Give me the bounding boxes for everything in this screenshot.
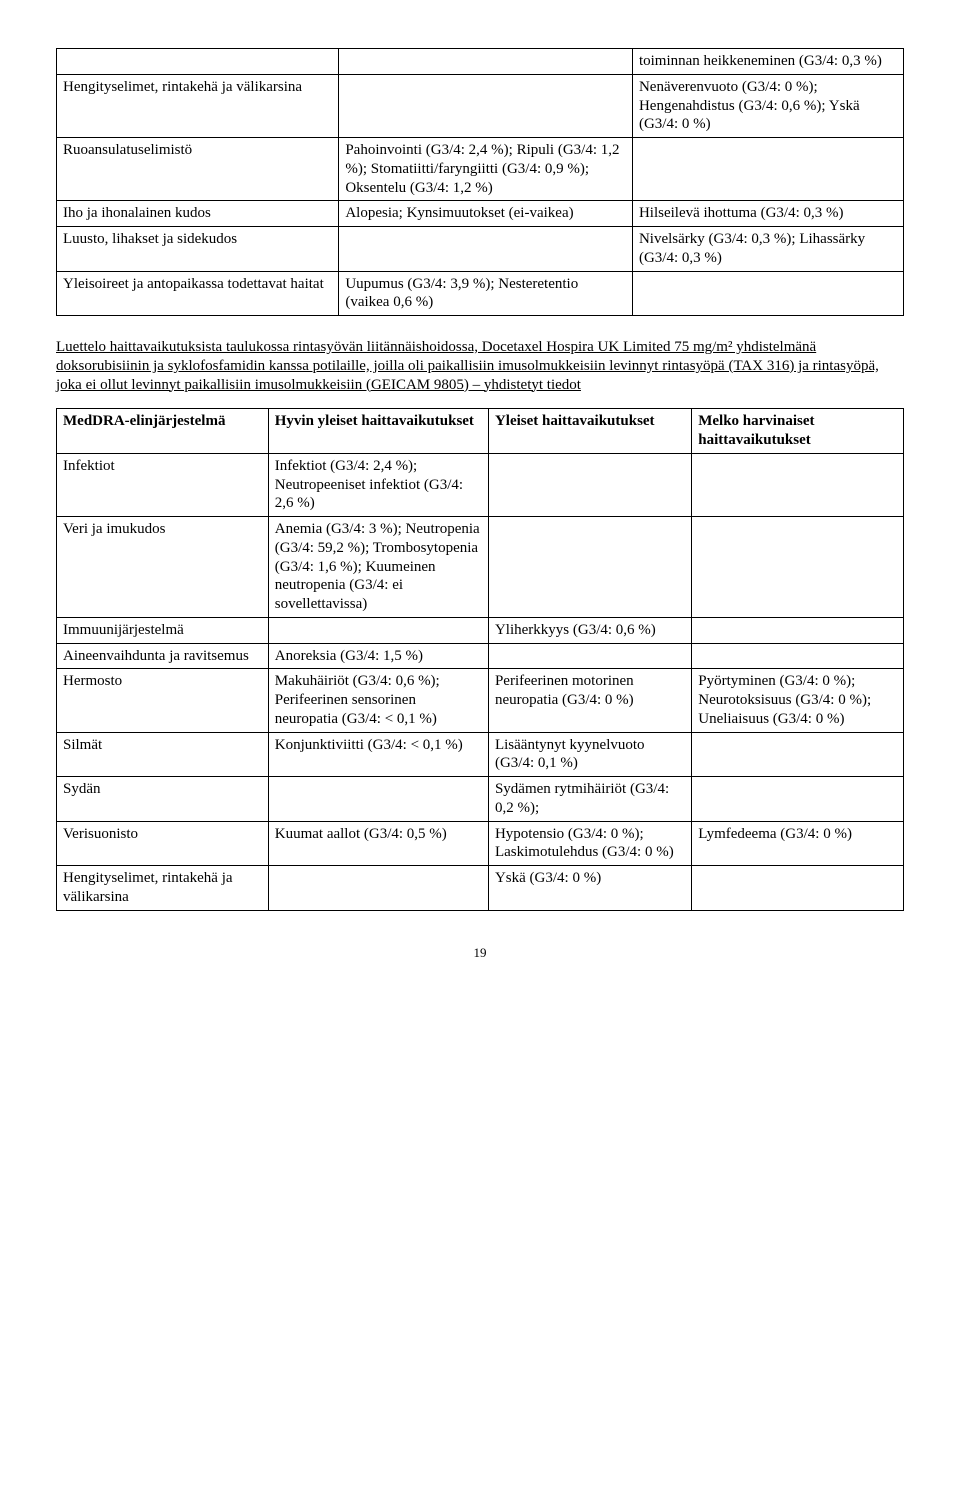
table-cell [488,517,691,618]
table-cell: Hengityselimet, rintakehä ja välikarsina [57,74,339,137]
table-cell: Yliherkkyys (G3/4: 0,6 %) [488,617,691,643]
table-cell [632,138,903,201]
table-cell [268,777,488,822]
table-cell: Infektiot [57,453,269,516]
table2-header-row: MedDRA-elinjärjestelmä Hyvin yleiset hai… [57,409,904,454]
table-cell: Konjunktiviitti (G3/4: < 0,1 %) [268,732,488,777]
table-cell: Luusto, lihakset ja sidekudos [57,227,339,272]
table-cell [488,643,691,669]
table-cell: Yskä (G3/4: 0 %) [488,866,691,911]
intro-paragraph: Luettelo haittavaikutuksista taulukossa … [56,338,904,394]
table-cell: toiminnan heikkeneminen (G3/4: 0,3 %) [632,49,903,75]
table-cell: Hilseilevä ihottuma (G3/4: 0,3 %) [632,201,903,227]
table-cell: Iho ja ihonalainen kudos [57,201,339,227]
table-row: Hengityselimet, rintakehä ja välikarsina… [57,74,904,137]
table-cell [692,732,904,777]
table-cell: Makuhäiriöt (G3/4: 0,6 %); Perifeerinen … [268,669,488,732]
table-cell: Sydämen rytmihäiriöt (G3/4: 0,2 %); [488,777,691,822]
table-cell: Lymfedeema (G3/4: 0 %) [692,821,904,866]
table-cell [692,517,904,618]
table-cell [692,866,904,911]
table-cell: Verisuonisto [57,821,269,866]
table-cell [632,271,903,316]
table-row: Aineenvaihdunta ja ravitsemusAnoreksia (… [57,643,904,669]
table-cell [268,866,488,911]
table-cell: Infektiot (G3/4: 2,4 %); Neutropeeniset … [268,453,488,516]
table-row: RuoansulatuselimistöPahoinvointi (G3/4: … [57,138,904,201]
table-cell [692,777,904,822]
table-cell: Lisääntynyt kyynelvuoto (G3/4: 0,1 %) [488,732,691,777]
table-row: Luusto, lihakset ja sidekudos Nivelsärky … [57,227,904,272]
table-cell: Hermosto [57,669,269,732]
table-cell: Pyörtyminen (G3/4: 0 %); Neurotoksisuus … [692,669,904,732]
table-cell [57,49,339,75]
table-row: Veri ja imukudosAnemia (G3/4: 3 %); Neut… [57,517,904,618]
para-seg1: Luettelo haittavaikutuksista taulukossa … [56,339,816,355]
table-row: Hengityselimet, rintakehä ja välikarsina… [57,866,904,911]
table-cell: Anemia (G3/4: 3 %); Neutropenia (G3/4: 5… [268,517,488,618]
table-cell: Yleisoireet ja antopaikassa todettavat h… [57,271,339,316]
table-cell: Perifeerinen motorinen neuropatia (G3/4:… [488,669,691,732]
table2-header-1: MedDRA-elinjärjestelmä [57,409,269,454]
table-row: Sydän Sydämen rytmihäiriöt (G3/4: 0,2 %); [57,777,904,822]
table-cell [692,643,904,669]
table-cell: Veri ja imukudos [57,517,269,618]
table-cell [692,453,904,516]
table-row: InfektiotInfektiot (G3/4: 2,4 %); Neutro… [57,453,904,516]
table-cell: Hypotensio (G3/4: 0 %); Laskimotulehdus … [488,821,691,866]
table-cell [692,617,904,643]
table-row: SilmätKonjunktiviitti (G3/4: < 0,1 %)Lis… [57,732,904,777]
adverse-effects-table-1: toiminnan heikkeneminen (G3/4: 0,3 %)Hen… [56,48,904,316]
table-cell: Anoreksia (G3/4: 1,5 %) [268,643,488,669]
table-cell: Immuunijärjestelmä [57,617,269,643]
table2-header-2: Hyvin yleiset haittavaikutukset [268,409,488,454]
table2-header-3: Yleiset haittavaikutukset [488,409,691,454]
table-cell [339,74,633,137]
table-cell [488,453,691,516]
table-cell [268,617,488,643]
table-row: VerisuonistoKuumat aallot (G3/4: 0,5 %)H… [57,821,904,866]
table-cell: Nenäverenvuoto (G3/4: 0 %); Hengenahdist… [632,74,903,137]
table-row: Iho ja ihonalainen kudosAlopesia; Kynsim… [57,201,904,227]
adverse-effects-table-2: MedDRA-elinjärjestelmä Hyvin yleiset hai… [56,408,904,910]
table-cell: Kuumat aallot (G3/4: 0,5 %) [268,821,488,866]
table-cell [339,49,633,75]
table-cell: Nivelsärky (G3/4: 0,3 %); Lihassärky (G3… [632,227,903,272]
page-number: 19 [56,945,904,961]
table-cell: Aineenvaihdunta ja ravitsemus [57,643,269,669]
table-row: toiminnan heikkeneminen (G3/4: 0,3 %) [57,49,904,75]
table-row: Yleisoireet ja antopaikassa todettavat h… [57,271,904,316]
table-cell: Alopesia; Kynsimuutokset (ei-vaikea) [339,201,633,227]
table-row: HermostoMakuhäiriöt (G3/4: 0,6 %); Perif… [57,669,904,732]
table2-header-4: Melko harvinaiset haittavaikutukset [692,409,904,454]
table-cell: Ruoansulatuselimistö [57,138,339,201]
table-row: Immuunijärjestelmä Yliherkkyys (G3/4: 0,6… [57,617,904,643]
table-cell: Pahoinvointi (G3/4: 2,4 %); Ripuli (G3/4… [339,138,633,201]
table-cell: Uupumus (G3/4: 3,9 %); Nesteretentio (va… [339,271,633,316]
table-cell: Silmät [57,732,269,777]
para-seg2: doksorubisiinin ja syklofosfamidin kanss… [56,358,658,374]
table-cell [339,227,633,272]
table-cell: Sydän [57,777,269,822]
table-cell: Hengityselimet, rintakehä ja välikarsina [57,866,269,911]
